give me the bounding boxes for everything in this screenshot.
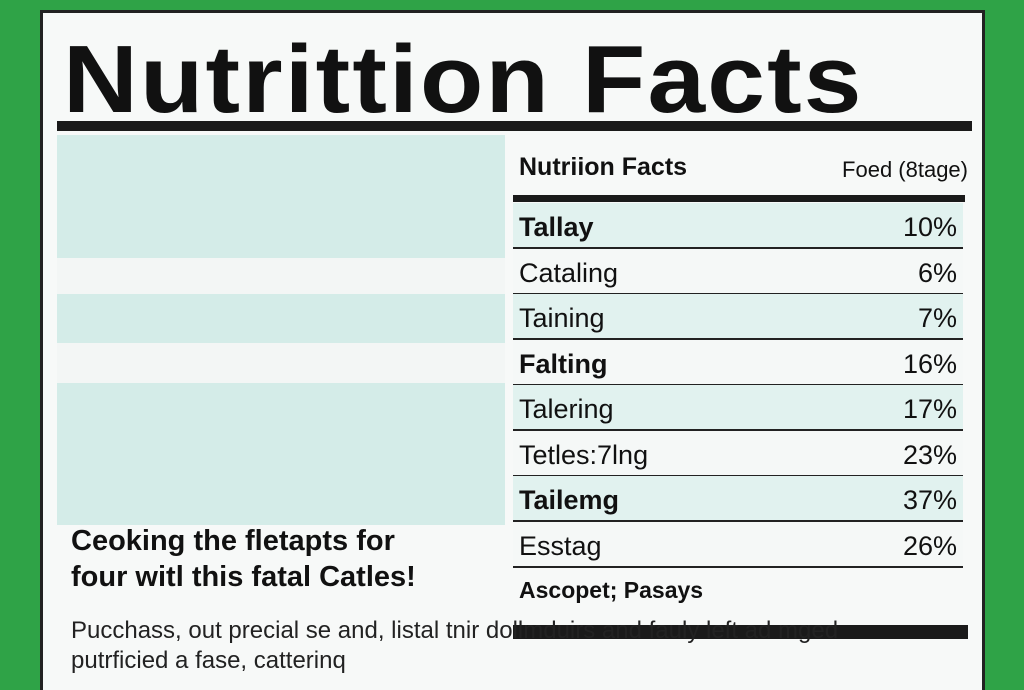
nutrient-percent: 37% <box>902 485 957 515</box>
nutrient-name: Tallay <box>519 212 594 242</box>
nutrient-percent: 16% <box>902 348 957 379</box>
table-row: Taining 7% <box>513 294 963 340</box>
stripe <box>57 258 505 294</box>
label-title: Nutrittion Facts <box>63 26 864 133</box>
table-row: Falting 16% <box>513 339 963 386</box>
table-header: Nutriion Facts <box>519 153 688 181</box>
table-footer: Ascopet; Pasays <box>519 577 704 603</box>
stripe <box>57 343 505 383</box>
left-panel <box>57 135 505 525</box>
table-row: Esstag 26% <box>513 521 963 568</box>
nutrition-label: Nutrittion Facts Nutriion Facts Foed (8ta… <box>40 10 985 690</box>
nutrient-percent: 6% <box>917 257 957 288</box>
table-header: Foed (8tage) <box>842 157 968 182</box>
promo-headline: Ceoking the fletapts for <box>71 525 395 557</box>
nutrient-name: Tailemg <box>519 485 620 515</box>
page: Nutrittion Facts Nutriion Facts Foed (8ta… <box>40 10 985 690</box>
nutrient-name: Cataling <box>519 257 619 288</box>
promo-body: Pucchass, out precial se and, listal tni… <box>71 617 839 644</box>
table-row: Tallay 10% <box>513 203 963 249</box>
nutrient-percent: 10% <box>902 212 957 242</box>
nutrient-name: Tetles:7lng <box>519 439 649 470</box>
rule <box>513 195 965 202</box>
nutrient-name: Esstag <box>519 530 602 561</box>
table-row: Tailemg 37% <box>513 476 963 522</box>
table-row: Tetles:7lng 23% <box>513 430 963 477</box>
rule <box>57 121 972 131</box>
nutrient-name: Falting <box>519 348 608 379</box>
nutrient-name: Talering <box>519 394 614 424</box>
promo-headline: four witl this fatal Catles! <box>71 561 416 593</box>
nutrient-percent: 26% <box>902 530 957 561</box>
nutrient-percent: 17% <box>902 394 957 424</box>
rule <box>513 625 968 639</box>
promo-body: putrficied a fase, catterinq <box>71 647 346 674</box>
nutrient-percent: 7% <box>917 303 957 333</box>
nutrient-percent: 23% <box>902 439 957 470</box>
nutrient-name: Taining <box>519 303 605 333</box>
table-row: Cataling 6% <box>513 248 963 295</box>
table-row: Talering 17% <box>513 385 963 431</box>
